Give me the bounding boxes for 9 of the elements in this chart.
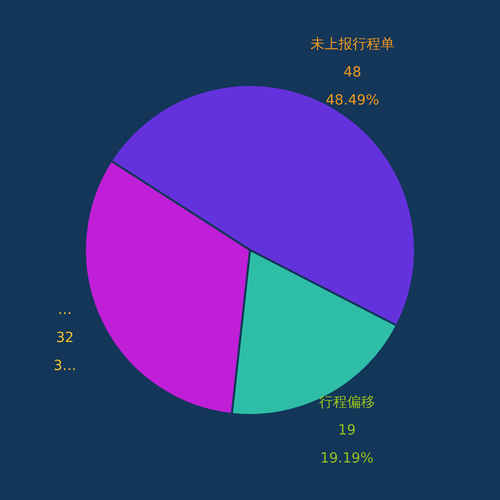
text: 48.49% [326,92,380,108]
slice-label: … [58,302,72,318]
text: 3… [53,358,76,374]
slice-label: 行程偏移 [318,394,375,411]
data-label: 48 [344,64,362,80]
slice-label: 未上报行程单 [310,36,394,52]
data-label: 32 [56,330,74,346]
data-label: 19 [338,422,356,439]
text: 19.19% [320,450,374,467]
